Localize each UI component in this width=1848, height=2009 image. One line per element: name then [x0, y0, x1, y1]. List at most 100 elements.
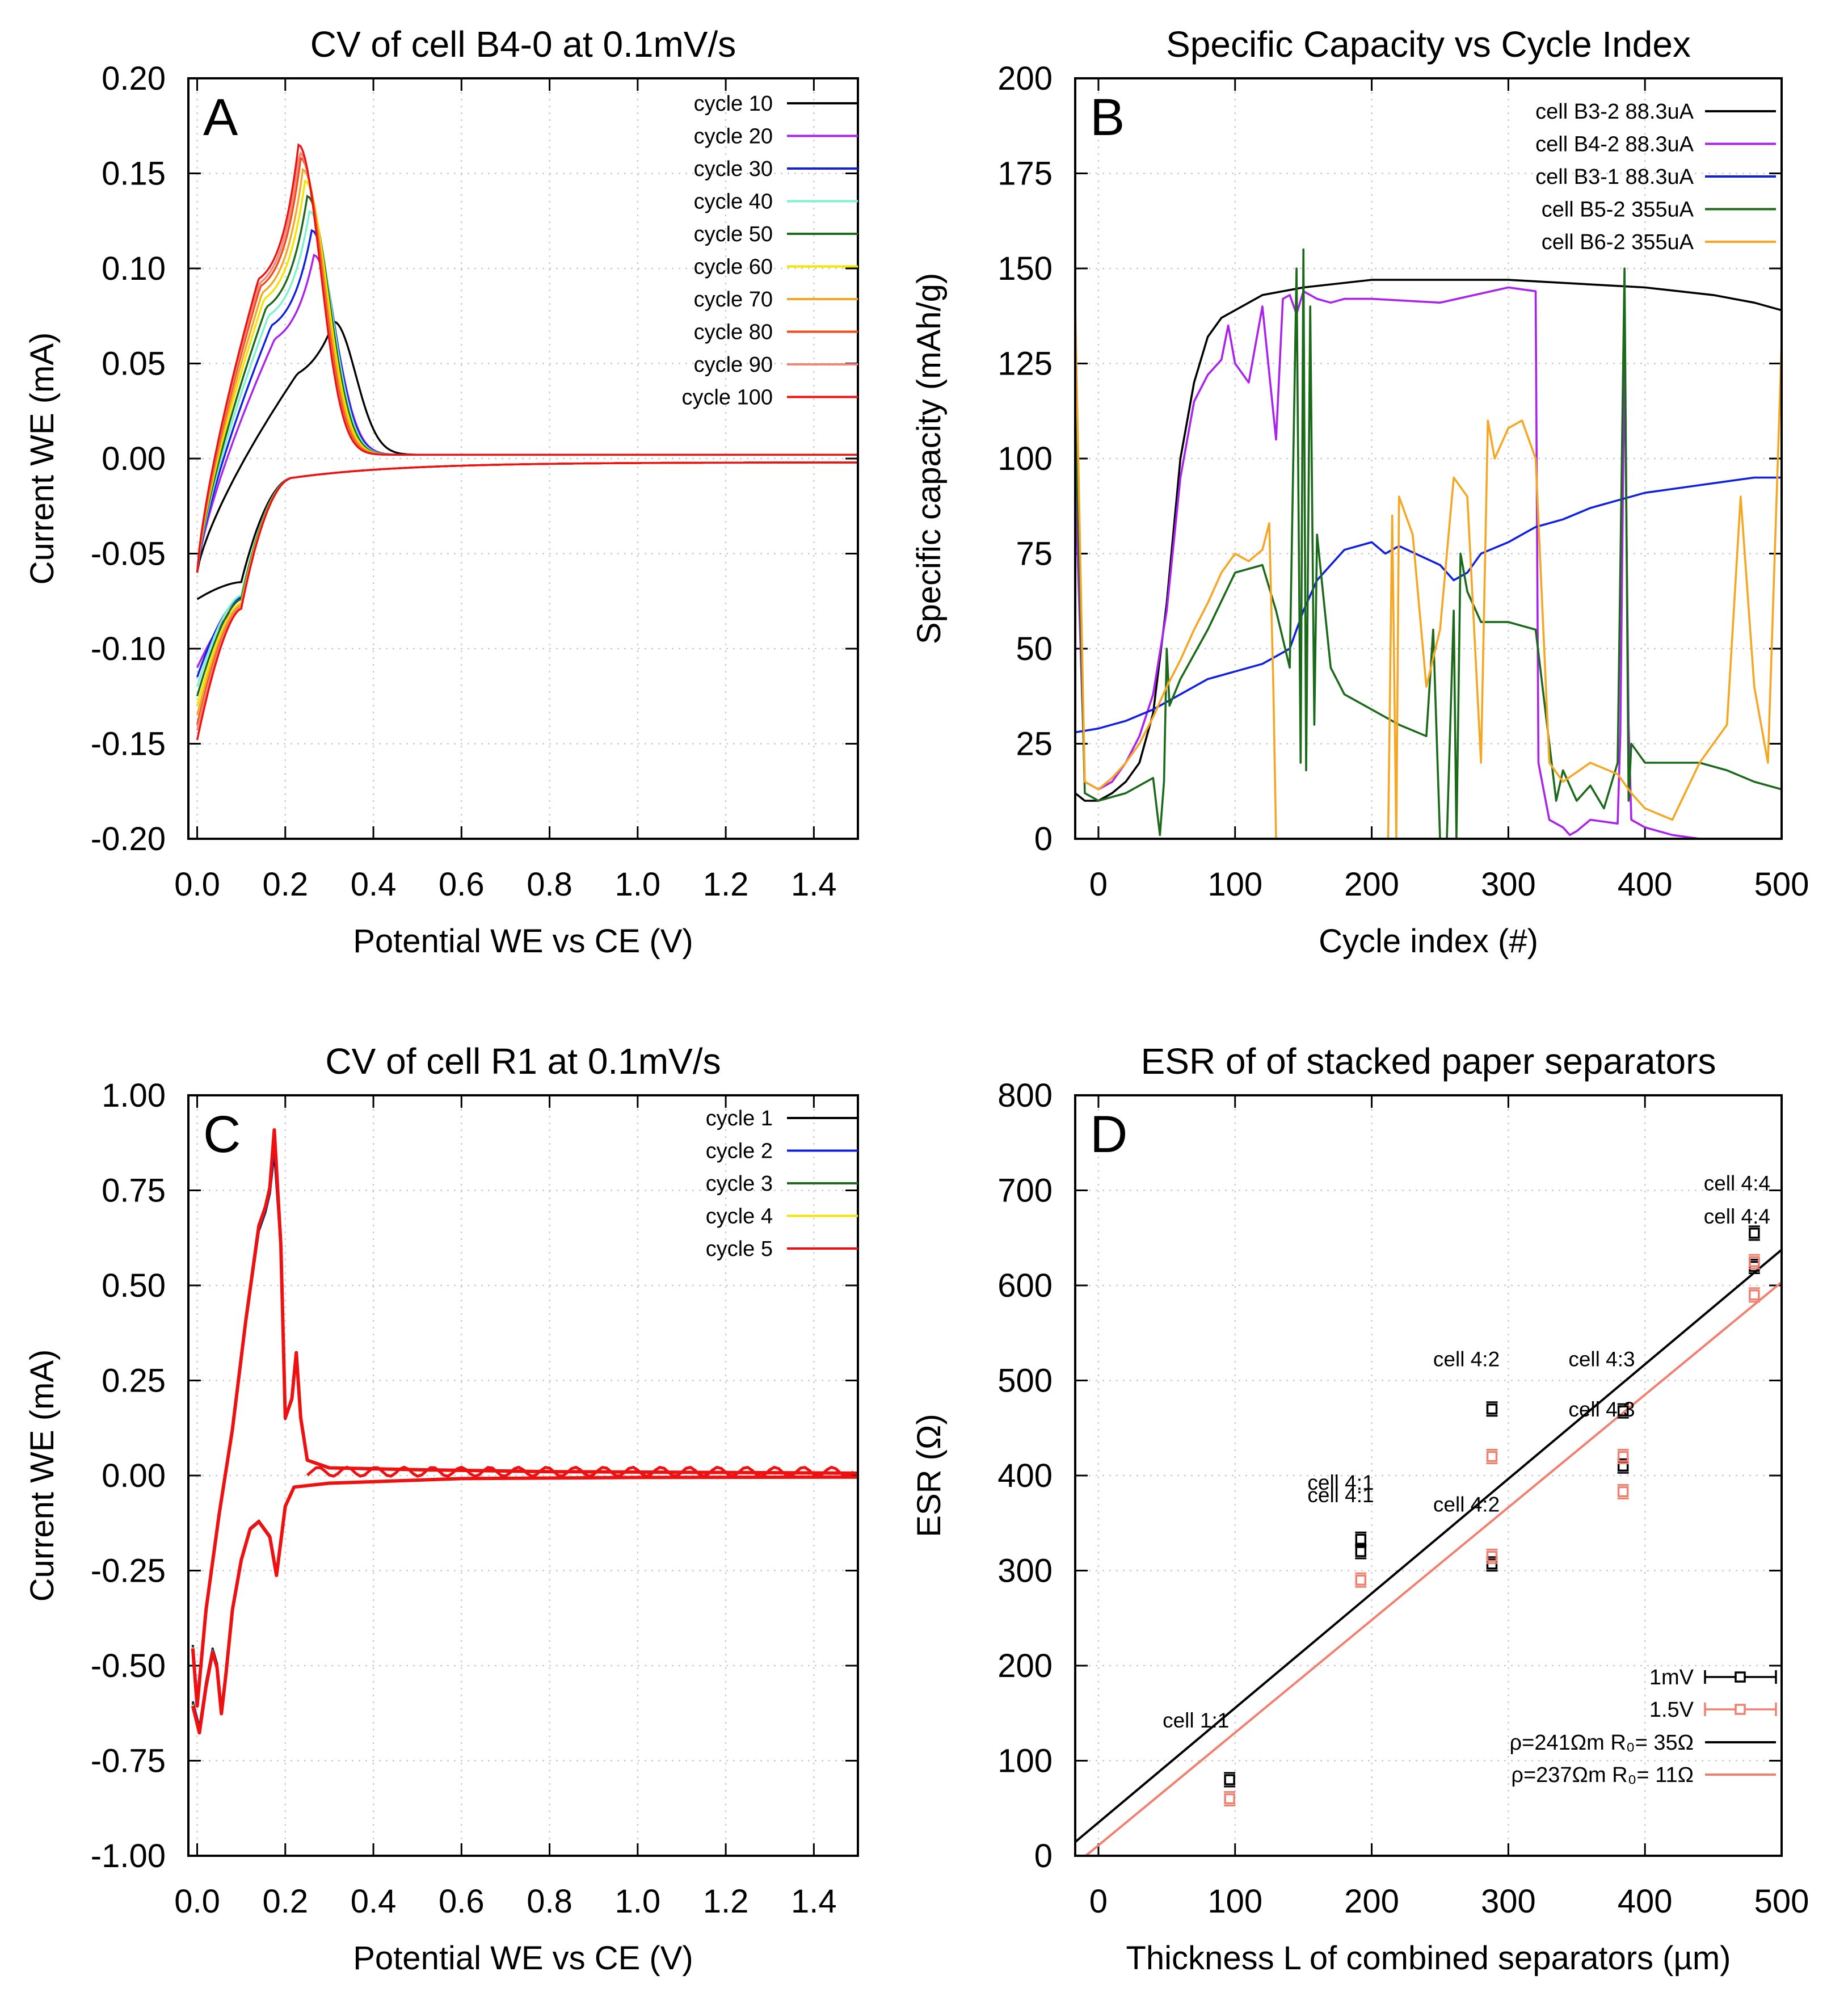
panel-label: B [1090, 89, 1125, 146]
point-annotation: cell 4:3 [1568, 1347, 1635, 1371]
x-tick-label: 0.2 [262, 866, 308, 903]
data-point [1224, 1774, 1235, 1785]
legend-label: cycle 1 [706, 1107, 773, 1130]
legend-label: cycle 2 [706, 1140, 773, 1163]
data-point [1486, 1403, 1498, 1415]
chart-title: ESR of of stacked paper separators [1141, 1041, 1716, 1082]
data-point [1617, 1486, 1629, 1498]
y-tick-label: -0.25 [91, 1553, 166, 1590]
data-point [1749, 1228, 1760, 1239]
cv-curve [196, 143, 858, 741]
y-tick-label: -1.00 [91, 1838, 166, 1874]
x-tick-label: 0.0 [174, 866, 220, 903]
x-tick-label: 1.4 [791, 1883, 837, 1920]
chart-title: CV of cell R1 at 0.1mV/s [325, 1041, 721, 1082]
y-tick-label: -0.20 [91, 821, 166, 858]
y-tick-label: -0.75 [91, 1743, 166, 1780]
legend-swatch [1735, 1671, 1746, 1683]
data-point [1355, 1533, 1367, 1545]
y-tick-label: 175 [997, 155, 1053, 192]
legend-label: ρ=237Ωm R₀= 11Ω [1511, 1763, 1694, 1787]
y-tick-label: 125 [997, 346, 1053, 383]
panel-b: 0 100 200 300 400 500 0 25 50 75 100 125 150 175 200 Sp… [911, 24, 1809, 960]
data-point [1224, 1793, 1235, 1805]
x-tick-label: 100 [1207, 1883, 1262, 1920]
y-tick-label: 150 [997, 250, 1053, 287]
x-tick-label: 1.0 [615, 866, 661, 903]
x-tick-label: 500 [1754, 866, 1809, 903]
x-tick-label: 400 [1618, 866, 1673, 903]
point-annotation: cell 4:2 [1433, 1347, 1500, 1371]
y-axis-label: Current WE (mA) [24, 1350, 61, 1602]
legend-label: cell B3-2 88.3uA [1535, 100, 1694, 124]
x-axis-label: Thickness L of combined separators (µm) [1126, 1940, 1731, 1977]
y-tick-label: 500 [997, 1363, 1053, 1399]
x-tick-label: 0.8 [527, 866, 572, 903]
y-tick-label: 1.00 [102, 1077, 166, 1114]
fit-line [1084, 1281, 1782, 1856]
legend-swatch [1735, 1704, 1746, 1715]
y-tick-label: 0.15 [102, 155, 166, 192]
plot-frame [1074, 1094, 1783, 1857]
x-tick-label: 0 [1089, 866, 1108, 903]
y-tick-label: 75 [1016, 536, 1053, 573]
y-tick-label: 100 [997, 440, 1053, 477]
y-tick-label: 0.10 [102, 250, 166, 287]
data-point [1355, 1574, 1367, 1586]
legend-label: cycle 4 [706, 1205, 773, 1229]
x-axis-label: Cycle index (#) [1319, 923, 1538, 960]
chart-title: CV of cell B4-0 at 0.1mV/s [310, 24, 736, 65]
data-point [1486, 1451, 1498, 1462]
x-tick-label: 1.4 [791, 866, 837, 903]
y-tick-label: 0 [1034, 1838, 1053, 1874]
legend-label: cell B5-2 355uA [1542, 198, 1694, 222]
cv-curve [191, 1140, 858, 1731]
legend-label: 1.5V [1649, 1698, 1694, 1722]
y-tick-label: 25 [1016, 726, 1053, 763]
legend-label: cycle 100 [681, 386, 773, 410]
x-tick-label: 500 [1754, 1883, 1809, 1920]
legend-label: cycle 10 [694, 92, 773, 116]
legend-label: cycle 70 [694, 288, 773, 312]
x-tick-label: 300 [1481, 1883, 1536, 1920]
y-tick-label: 0.75 [102, 1172, 166, 1209]
y-tick-label: 50 [1016, 631, 1053, 667]
cv-curve [196, 254, 858, 669]
data-point [1355, 1546, 1367, 1557]
panel-c: 0.0 0.2 0.4 0.6 0.8 1.0 1.2 1.4 -1.00 -0.75 -0.50 -… [24, 1041, 859, 1977]
y-tick-label: -0.05 [91, 536, 166, 573]
x-tick-label: 100 [1207, 866, 1262, 903]
y-tick-label: 0 [1034, 821, 1053, 858]
legend-label: cell B6-2 355uA [1542, 230, 1694, 254]
data-point [1617, 1405, 1629, 1417]
x-tick-label: 0.2 [262, 1883, 308, 1920]
y-tick-label: 0.20 [102, 60, 166, 97]
x-tick-label: 400 [1618, 1883, 1673, 1920]
point-annotation: cell 4:1 [1307, 1471, 1374, 1494]
data-point [1617, 1451, 1629, 1462]
y-tick-label: 100 [997, 1743, 1053, 1780]
point-annotation: cell 4:4 [1704, 1205, 1770, 1228]
point-annotation: cell 4:2 [1433, 1493, 1500, 1516]
plot-frame [187, 1094, 859, 1857]
panel-label: C [203, 1106, 241, 1163]
data-point [1749, 1289, 1760, 1301]
point-annotation: cell 4:3 [1568, 1398, 1635, 1421]
series-group [191, 1128, 858, 1735]
y-axis-label: ESR (Ω) [911, 1414, 948, 1537]
series-group [1075, 248, 1782, 839]
legend: cell B3-2 88.3uA cell B4-2 88.3uA cell B3-… [1535, 100, 1776, 254]
legend: cycle 1 cycle 2 cycle 3 cycle 4 cycle 5 [706, 1107, 858, 1261]
x-tick-label: 1.2 [703, 1883, 749, 1920]
cv-noise [306, 1465, 854, 1478]
legend-label: cycle 3 [706, 1172, 773, 1196]
panel-a: 0.0 0.2 0.4 0.6 0.8 1.0 1.2 1.4 -0.20 -0.15 -0.10 -… [24, 24, 859, 960]
legend-label: cell B3-1 88.3uA [1535, 165, 1694, 189]
panel-label: A [203, 89, 238, 146]
x-tick-label: 0.4 [351, 1883, 397, 1920]
legend-label: cycle 80 [694, 321, 773, 344]
plot-frame [187, 77, 859, 840]
y-tick-label: 800 [997, 1077, 1053, 1114]
